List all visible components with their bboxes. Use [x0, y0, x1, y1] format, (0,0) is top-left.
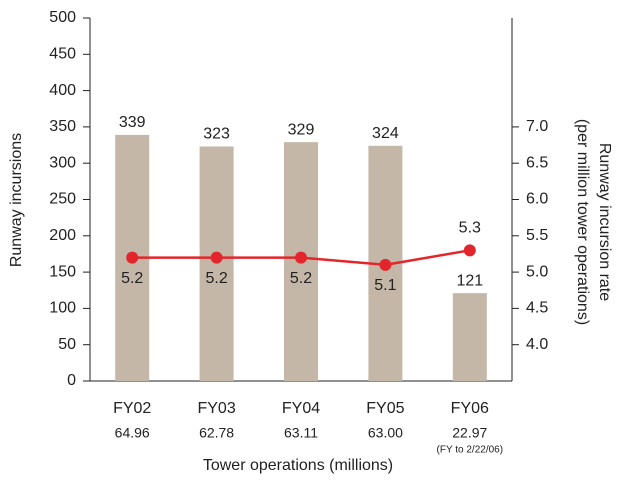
- y2-tick-label: 5.0: [526, 263, 548, 280]
- y-tick-label: 500: [49, 9, 76, 26]
- line-value-label: 5.3: [459, 220, 481, 237]
- x-sublabel: 64.96: [115, 425, 150, 441]
- line-point: [210, 251, 223, 264]
- y2-tick-label: 6.5: [526, 154, 548, 171]
- y-tick-label: 0: [67, 372, 76, 389]
- x-sublabel: 63.00: [368, 425, 403, 441]
- x-sublabel: 63.11: [284, 425, 318, 441]
- bar-value-label: 323: [203, 126, 230, 143]
- line-value-label: 5.2: [121, 270, 143, 287]
- x-axis-title: Tower operations (millions): [203, 457, 393, 474]
- x-tick-label: FY06: [451, 400, 489, 417]
- line-point: [379, 258, 392, 271]
- y2-tick-label: 7.0: [526, 118, 548, 135]
- bar-value-label: 324: [372, 125, 399, 142]
- y-tick-label: 450: [49, 46, 76, 63]
- y2-tick-label: 4.0: [526, 336, 548, 353]
- x-tick-label: FY04: [282, 400, 320, 417]
- line-point: [463, 244, 476, 257]
- y2-tick-label: 6.0: [526, 191, 548, 208]
- x-tick-label: FY05: [366, 400, 404, 417]
- y2-tick-label: 4.5: [526, 300, 548, 317]
- y-tick-label: 150: [49, 263, 76, 280]
- x-sublabel: 62.78: [199, 425, 234, 441]
- bar-value-label: 121: [456, 272, 483, 289]
- bar: [452, 293, 487, 381]
- line-point: [295, 251, 307, 264]
- y-tick-label: 400: [49, 82, 76, 99]
- y-axis-title: Runway incursions: [8, 133, 25, 267]
- line-value-label: 5.1: [374, 277, 396, 294]
- bar-value-label: 329: [288, 121, 315, 138]
- y-tick-label: 200: [49, 227, 76, 244]
- y-tick-label: 100: [49, 300, 76, 317]
- x-sublabel: 22.97: [452, 425, 487, 441]
- y2-axis-title: Runway incursion rate: [596, 143, 613, 301]
- y-tick-label: 350: [49, 118, 76, 135]
- x-note: (FY to 2/22/06): [437, 445, 504, 456]
- bar-value-label: 339: [119, 114, 146, 131]
- y-tick-label: 50: [58, 336, 76, 353]
- line-value-label: 5.2: [290, 270, 312, 287]
- y2-axis-subtitle: (per million tower operations): [574, 119, 591, 325]
- y-tick-label: 300: [49, 154, 76, 171]
- x-tick-label: FY03: [197, 400, 235, 417]
- x-tick-label: FY02: [113, 400, 151, 417]
- y2-tick-label: 5.5: [526, 227, 548, 244]
- bar: [199, 146, 234, 381]
- line-point: [126, 251, 139, 264]
- line-value-label: 5.2: [205, 270, 227, 287]
- y-tick-label: 250: [49, 191, 76, 208]
